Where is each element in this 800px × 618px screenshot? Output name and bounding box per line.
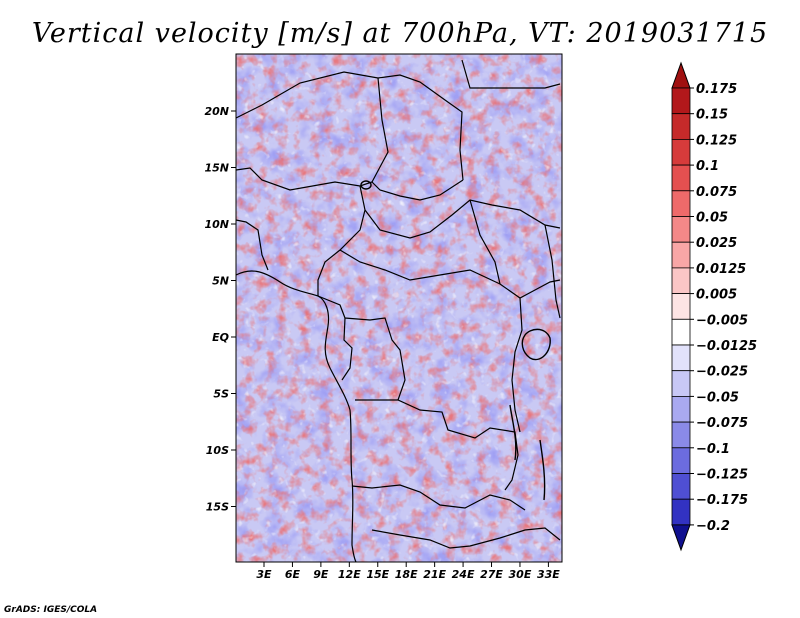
colorbar-label: −0.0125	[696, 339, 757, 354]
lon-tick-label: 30E	[509, 568, 532, 581]
map-panel: 20N 15N 10N 5N EQ 5S 10S 15S 3E 6E 9E 12E 15E 18E 21E…	[204, 53, 563, 581]
lon-tick-label: 33E	[537, 568, 560, 581]
lat-tick-label: 10S	[206, 444, 229, 457]
map-frame	[235, 53, 563, 563]
colorbar-label: −0.025	[696, 365, 748, 380]
colorbar-bottom-arrow	[671, 524, 691, 552]
lon-tick-label: 6E	[285, 568, 301, 581]
lat-tick-label: 15N	[204, 162, 229, 175]
lat-tick-label: 5S	[213, 388, 229, 401]
colorbar-label: 0.0125	[696, 262, 746, 277]
lat-tick-label: 15S	[206, 501, 229, 514]
lake-tanganyika	[509, 404, 517, 461]
border-chad-sudan	[371, 179, 464, 201]
lat-tick-label: 10N	[204, 218, 229, 231]
colorbar-label: 0.1	[696, 159, 719, 174]
colorbar-swatch	[671, 138, 691, 166]
lon-tick-label: 27E	[480, 568, 503, 581]
longitude-axis: 3E 6E 9E 12E 15E 18E 21E 24E 27E 30E 33E	[256, 562, 560, 581]
colorbar-label: 0.05	[696, 211, 728, 226]
border-south-sudan	[469, 199, 501, 285]
lon-tick-label: 12E	[338, 568, 361, 581]
lat-tick-label: 20N	[204, 105, 229, 118]
colorbar-swatch	[671, 113, 691, 140]
colorbar-label: 0.025	[696, 236, 737, 251]
border-east-lakes	[511, 297, 523, 433]
colorbar-swatch	[671, 87, 691, 115]
border-gabon	[341, 317, 353, 381]
lon-tick-label: 15E	[366, 568, 389, 581]
lon-tick-label: 3E	[256, 568, 272, 581]
lon-tick-label: 21E	[423, 568, 446, 581]
colorbar-swatch	[671, 498, 691, 526]
country-borders	[236, 59, 561, 562]
colorbar-swatch	[671, 344, 691, 372]
colorbar-label: 0.075	[696, 185, 737, 200]
border-angola-namibia	[351, 484, 526, 511]
lake-victoria	[521, 328, 551, 361]
border-west	[236, 219, 269, 271]
colorbar-label: −0.175	[696, 493, 748, 508]
lon-tick-label: 9E	[313, 568, 329, 581]
border-car-drc	[339, 249, 561, 299]
border-south	[371, 527, 561, 549]
lat-tick-label: 5N	[212, 275, 229, 288]
border-north	[236, 71, 464, 181]
chart-title: Vertical velocity [m/s] at 700hPa, VT: 2…	[32, 18, 768, 49]
credit-label: GrADS: IGES/COLA	[4, 605, 97, 615]
colorbar-swatch	[671, 216, 691, 243]
lon-tick-label: 18E	[395, 568, 418, 581]
colorbar: 0.175 0.15 0.125 0.1 0.075 0.05 0.025 0.0125 0.0…	[671, 61, 757, 552]
lakes	[360, 180, 551, 501]
map-field-neutral	[236, 54, 562, 562]
lat-tick-label: EQ	[212, 331, 229, 344]
colorbar-label: 0.175	[696, 82, 737, 97]
colorbar-label: −0.05	[696, 390, 739, 405]
lake-chad	[360, 180, 372, 190]
colorbar-label: −0.125	[696, 468, 748, 483]
colorbar-swatch	[671, 164, 691, 192]
colorbar-label: −0.1	[696, 442, 730, 457]
colorbar-swatch	[671, 473, 691, 500]
colorbar-label: −0.005	[696, 313, 748, 328]
colorbar-swatch	[671, 395, 691, 423]
colorbar-swatch	[671, 370, 691, 397]
border-drc-angola	[355, 399, 519, 491]
colorbar-swatch	[671, 190, 691, 217]
border-libya-egypt	[461, 59, 561, 89]
border-car-sudan	[364, 199, 561, 239]
coastline	[236, 270, 357, 562]
latitude-axis: 20N 15N 10N 5N EQ 5S 10S 15S	[204, 105, 236, 514]
colorbar-swatch	[671, 447, 691, 474]
colorbar-swatch	[671, 318, 691, 346]
border-niger-nigeria	[236, 77, 389, 191]
border-congo	[317, 295, 406, 401]
colorbar-swatch	[671, 293, 691, 320]
colorbar-label: 0.125	[696, 133, 737, 148]
colorbar-label: −0.075	[696, 416, 748, 431]
lake-malawi	[539, 439, 546, 501]
colorbar-label: −0.2	[696, 519, 730, 534]
colorbar-label: 0.15	[696, 108, 728, 123]
colorbar-swatch	[671, 241, 691, 269]
colorbar-swatch	[671, 421, 691, 449]
lon-tick-label: 24E	[452, 568, 475, 581]
border-ethiopia	[544, 224, 561, 319]
colorbar-swatch	[671, 267, 691, 294]
colorbar-label: 0.005	[696, 288, 737, 303]
colorbar-top-arrow	[671, 61, 691, 89]
